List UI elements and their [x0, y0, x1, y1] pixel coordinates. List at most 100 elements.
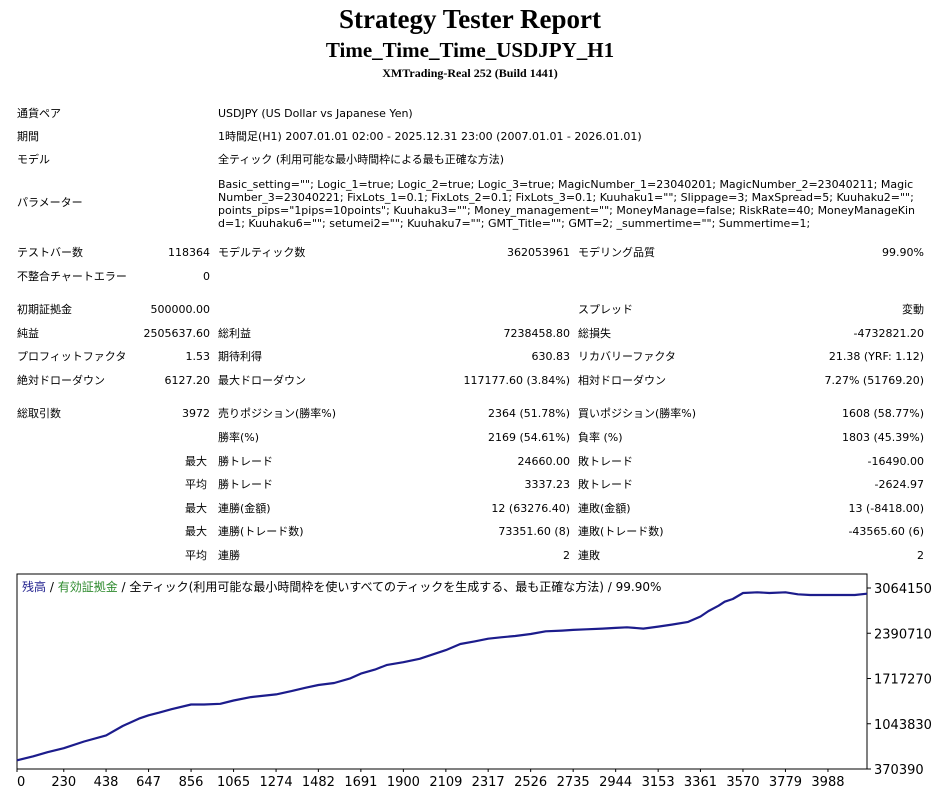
x-tick-label: 856 [179, 775, 204, 789]
avg-win-value: 3337.23 [524, 478, 571, 491]
rel-dd-value: 7.27% (51769.20) [824, 374, 924, 387]
x-tick-label: 1482 [302, 775, 335, 789]
cons-loss-cnt-value: -43565.60 (6) [848, 525, 924, 538]
net-label: 純益 [17, 327, 39, 340]
x-tick-label: 3988 [811, 775, 844, 789]
avg-row-label-2: 平均 [185, 549, 207, 562]
y-tick-label: 3064150 [874, 582, 932, 597]
avg-cons-loss-label: 連敗 [578, 549, 600, 562]
short-value: 2364 (51.78%) [487, 407, 570, 420]
quality-value: 99.90% [882, 246, 924, 259]
balance-chart-svg: 3064150 2390710 1717270 1043830 370390 0 230 43… [16, 573, 932, 789]
deposit-label: 初期証拠金 [17, 303, 72, 316]
period-value: 1時間足(H1) 2007.01.01 02:00 - 2025.12.31 2… [218, 130, 642, 143]
cons-win-amt-value: 12 (63276.40) [491, 502, 570, 515]
avg-cons-win-label: 連勝 [218, 549, 240, 562]
bars-value: 118364 [168, 246, 210, 259]
balance-chart: 3064150 2390710 1717270 1043830 370390 0 230 43… [15, 573, 935, 789]
bars-label: テストバー数 [17, 246, 83, 259]
max-dd-value: 117177.60 (3.84%) [463, 374, 570, 387]
mismatch-value: 0 [203, 270, 210, 283]
avg-win-label: 勝トレード [218, 478, 273, 491]
max-dd-label: 最大ドローダウン [218, 374, 306, 387]
legend-sep-1: / [46, 580, 58, 594]
cons-win-cnt-value: 73351.60 (8) [498, 525, 570, 538]
x-tick-label: 3570 [726, 775, 759, 789]
abs-dd-label: 絶対ドローダウン [17, 374, 105, 387]
x-tick-label: 2526 [514, 775, 547, 789]
legend-sep-2: / [117, 580, 130, 594]
x-tick-label: 2944 [599, 775, 632, 789]
winrate-value: 2169 (54.61%) [487, 431, 570, 444]
x-tick-label: 3153 [642, 775, 675, 789]
abs-dd-value: 6127.20 [164, 374, 211, 387]
trades-label: 総取引数 [17, 407, 61, 420]
params-label: パラメーター [17, 196, 83, 209]
x-tick-label: 2317 [472, 775, 505, 789]
pair-value: USDJPY (US Dollar vs Japanese Yen) [218, 107, 413, 120]
pair-label: 通貨ペア [17, 107, 61, 120]
net-value: 2505637.60 [143, 327, 210, 340]
y-tick-label: 370390 [874, 763, 924, 778]
x-tick-label: 438 [94, 775, 119, 789]
x-tick-label: 1691 [344, 775, 377, 789]
recovery-label: リカバリーファクタ [578, 350, 676, 363]
x-tick-label: 1065 [217, 775, 250, 789]
x-tick-label: 1900 [387, 775, 420, 789]
spread-value: 変動 [902, 303, 924, 316]
short-label: 売りポジション(勝率%) [218, 407, 337, 420]
recovery-value: 21.38 (YRF: 1.12) [828, 350, 924, 363]
deposit-value: 500000.00 [150, 303, 211, 316]
legend-balance: 残高 [22, 580, 47, 594]
legend-description: 全ティック(利用可能な最小時間枠を使いすべてのティックを生成する、最も正確な方法… [129, 580, 662, 594]
cons-win-amt-label: 連勝(金額) [218, 502, 271, 515]
x-tick-label: 647 [136, 775, 161, 789]
trades-value: 3972 [182, 407, 210, 420]
series-line-balance [16, 591, 868, 762]
rel-dd-label: 相対ドローダウン [578, 374, 666, 387]
model-value: 全ティック (利用可能な最小時間枠による最も正確な方法) [218, 153, 505, 166]
winrate-label: 勝率(%) [218, 431, 260, 444]
ticks-value: 362053961 [507, 246, 570, 259]
max-win-label: 勝トレード [218, 455, 273, 468]
cons-win-cnt-label: 連勝(トレード数) [218, 525, 304, 538]
x-tick-label: 3361 [684, 775, 717, 789]
avg-cons-loss-value: 2 [917, 549, 924, 562]
lossrate-value: 1803 (45.39%) [841, 431, 924, 444]
max-row-label-3: 最大 [185, 525, 207, 538]
expected-value: 630.83 [531, 350, 571, 363]
quality-label: モデリング品質 [578, 246, 655, 259]
report-title: Strategy Tester Report [339, 4, 601, 34]
long-label: 買いポジション(勝率%) [578, 407, 697, 420]
legend-equity: 有効証拠金 [57, 580, 118, 594]
avg-row-label: 平均 [185, 478, 207, 491]
cons-loss-amt-value: 13 (-8418.00) [848, 502, 924, 515]
lossrate-label: 負率 (%) [578, 431, 623, 444]
x-tick-label: 2735 [557, 775, 590, 789]
x-tick-label: 3779 [769, 775, 802, 789]
report-subtitle: Time_Time_Time_USDJPY_H1 [325, 38, 615, 62]
cons-loss-amt-label: 連敗(金額) [578, 502, 631, 515]
max-row-label: 最大 [185, 455, 207, 468]
y-tick-label: 2390710 [874, 627, 932, 642]
model-label: モデル [17, 153, 50, 166]
pf-label: プロフィットファクタ [17, 350, 127, 363]
avg-loss-label: 敗トレード [578, 478, 633, 491]
plot-frame [16, 573, 868, 770]
x-tick-label: 1274 [260, 775, 293, 789]
x-tick-label: 2109 [429, 775, 462, 789]
long-value: 1608 (58.77%) [841, 407, 924, 420]
gross-loss-label: 総損失 [578, 327, 611, 340]
y-tick-label: 1043830 [874, 718, 932, 733]
gross-profit-value: 7238458.80 [503, 327, 570, 340]
cons-loss-cnt-label: 連敗(トレード数) [578, 525, 664, 538]
gross-profit-label: 総利益 [218, 327, 251, 340]
server-info: XMTrading-Real 252 (Build 1441) [382, 66, 558, 80]
max-win-value: 24660.00 [517, 455, 571, 468]
max-row-label-2: 最大 [185, 502, 207, 515]
spread-label: スプレッド [578, 303, 633, 316]
gross-loss-value: -4732821.20 [853, 327, 924, 340]
avg-loss-value: -2624.97 [874, 478, 924, 491]
mismatch-label: 不整合チャートエラー [17, 270, 127, 283]
max-loss-value: -16490.00 [867, 455, 924, 468]
